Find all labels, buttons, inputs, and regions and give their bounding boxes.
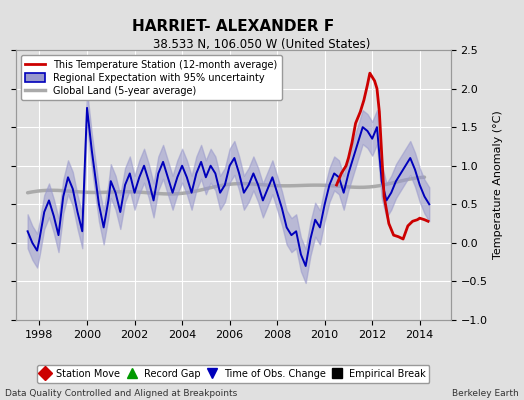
Legend: Station Move, Record Gap, Time of Obs. Change, Empirical Break: Station Move, Record Gap, Time of Obs. C… — [37, 365, 430, 383]
Y-axis label: Temperature Anomaly (°C): Temperature Anomaly (°C) — [493, 111, 503, 259]
Title: HARRIET- ALEXANDER F: HARRIET- ALEXANDER F — [132, 18, 334, 34]
Text: 38.533 N, 106.050 W (United States): 38.533 N, 106.050 W (United States) — [154, 38, 370, 51]
Text: Berkeley Earth: Berkeley Earth — [452, 389, 519, 398]
Text: Data Quality Controlled and Aligned at Breakpoints: Data Quality Controlled and Aligned at B… — [5, 389, 237, 398]
